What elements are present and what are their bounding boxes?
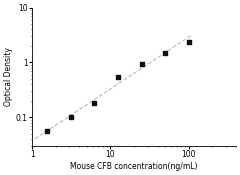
Point (187, 40, 191, 43)
Point (45, 130, 49, 133)
Point (69, 116, 73, 119)
Point (140, 63, 144, 66)
Y-axis label: Optical Density: Optical Density (4, 47, 13, 106)
Point (116, 75, 120, 78)
Point (92, 102, 96, 105)
Point (163, 51, 167, 54)
X-axis label: Mouse CFB concentration(ng/mL): Mouse CFB concentration(ng/mL) (70, 162, 198, 171)
